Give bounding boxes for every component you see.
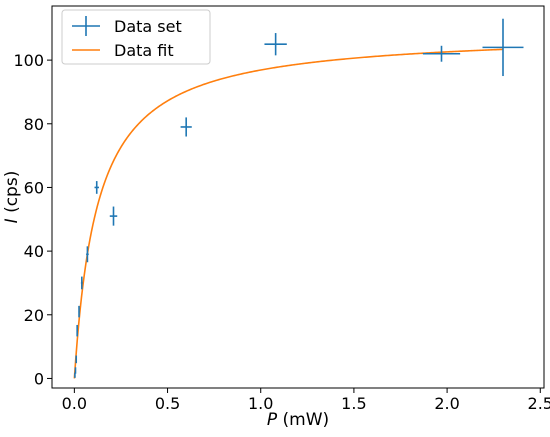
legend-label-data-set: Data set (114, 17, 182, 36)
x-tick-label: 2.0 (434, 394, 459, 413)
x-axis-label: P (mW) (267, 410, 329, 430)
x-axis-unit: (mW) (277, 410, 329, 430)
fit-line (74, 49, 503, 378)
data-point (423, 46, 460, 62)
data-point (181, 117, 192, 136)
data-point (77, 325, 78, 336)
x-tick-label: 0.5 (155, 394, 180, 413)
data-point (78, 306, 79, 317)
data-point (264, 33, 286, 55)
data-point (81, 277, 83, 290)
data-points-group (75, 19, 524, 378)
y-tick-label: 40 (24, 242, 44, 261)
fit-line-group (74, 49, 503, 378)
legend: Data set Data fit (62, 10, 210, 64)
y-tick-label: 0 (34, 369, 44, 388)
y-axis-label: I (cps) (2, 171, 22, 224)
x-tick-label: 1.5 (341, 394, 366, 413)
data-point (110, 207, 117, 226)
x-tick-label: 2.5 (528, 394, 550, 413)
data-point (483, 19, 524, 76)
y-tick-label: 80 (24, 115, 44, 134)
y-tick-label: 20 (24, 306, 44, 325)
legend-label-data-fit: Data fit (114, 41, 174, 60)
data-point (94, 181, 98, 194)
x-tick-label: 0.0 (62, 394, 87, 413)
y-axis-unit: (cps) (2, 171, 22, 219)
y-tick-label: 60 (24, 178, 44, 197)
y-tick-label: 100 (13, 51, 44, 70)
